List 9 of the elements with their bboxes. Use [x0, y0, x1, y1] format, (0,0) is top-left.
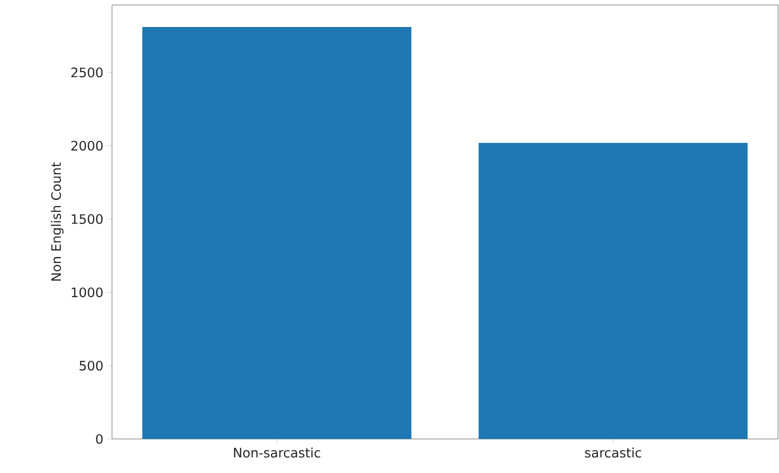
- y-tick-label: 0: [96, 434, 103, 444]
- y-tick-label: 2000: [71, 140, 103, 151]
- x-tick-label: sarcastic: [585, 448, 642, 458]
- y-tick-label: 1500: [72, 214, 103, 224]
- y-tick-label: 500: [80, 360, 103, 371]
- x-tick-label: Non-sarcastic: [234, 448, 320, 458]
- y-axis-title: Non English Count: [50, 162, 64, 281]
- y-tick-label: 2500: [71, 68, 103, 78]
- y-tick-label: 1000: [72, 287, 103, 298]
